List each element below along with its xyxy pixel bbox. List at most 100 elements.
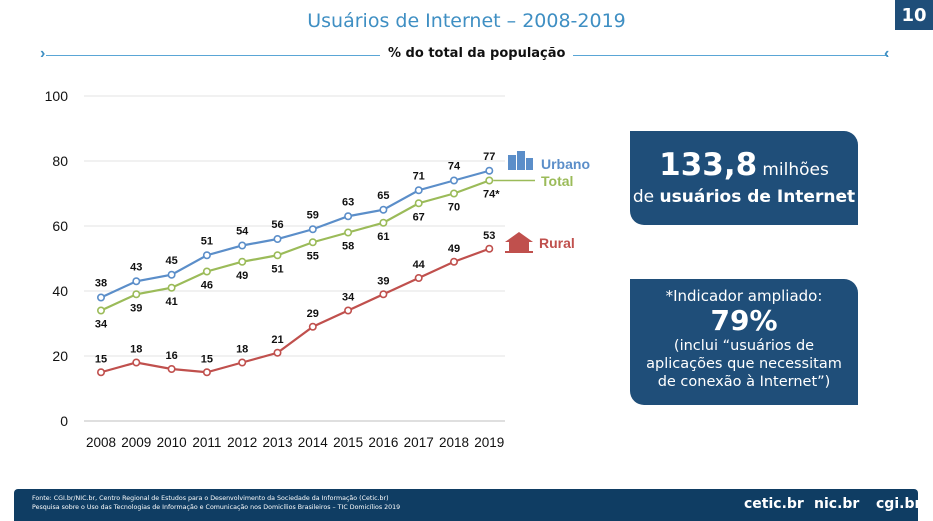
data-point-rural — [132, 358, 141, 367]
data-point-urbano — [414, 186, 423, 195]
y-tick-label: 100 — [45, 88, 69, 104]
data-point-rural — [414, 273, 423, 282]
data-point-total — [308, 238, 317, 247]
users-callout: 133,8 milhões de usuários de Internet — [630, 131, 858, 225]
data-label-rural: 39 — [377, 275, 389, 287]
data-label-urbano: 43 — [130, 261, 142, 273]
data-point-urbano — [238, 241, 247, 250]
y-tick-label: 0 — [60, 413, 68, 429]
indicator-note-1: (inclui “usuários de — [673, 338, 815, 354]
users-label: usuários de Internet — [659, 187, 856, 207]
data-label-urbano: 74 — [448, 161, 461, 173]
data-point-rural — [344, 306, 353, 315]
data-point-urbano — [273, 235, 282, 244]
data-label-urbano: 77 — [483, 151, 495, 163]
chart-subtitle: % do total da população — [380, 46, 574, 61]
x-tick-label: 2010 — [157, 435, 187, 450]
x-tick-label: 2019 — [474, 435, 504, 450]
data-point-rural — [449, 257, 458, 266]
series-line-total — [100, 179, 490, 312]
data-label-rural: 29 — [307, 308, 319, 320]
data-point-rural — [167, 364, 176, 373]
x-tick-label: 2009 — [121, 435, 151, 450]
indicator-note-3: de conexão à Internet”) — [657, 374, 831, 390]
y-tick-label: 40 — [52, 283, 68, 299]
nic-logo[interactable]: nic.br — [814, 496, 860, 512]
data-point-urbano — [485, 166, 494, 175]
chevron-right-icon: › — [40, 45, 46, 62]
indicator-callout: *Indicador ampliado: 79% (inclui “usuári… — [630, 279, 858, 405]
data-label-rural: 53 — [483, 230, 495, 242]
cgi-logo[interactable]: cgi.br — [876, 496, 922, 512]
data-point-total — [449, 189, 458, 198]
data-point-total — [238, 257, 247, 266]
data-point-urbano — [202, 251, 211, 260]
users-number: 133,8 — [659, 147, 758, 183]
users-unit: milhões — [762, 160, 829, 180]
x-tick-label: 2017 — [404, 435, 434, 450]
series-line-urbano — [100, 169, 490, 299]
data-point-urbano — [449, 176, 458, 185]
x-tick-label: 2013 — [262, 435, 292, 450]
data-point-urbano — [97, 293, 106, 302]
y-tick-label: 20 — [52, 348, 68, 364]
data-point-urbano — [132, 277, 141, 286]
cetic-logo[interactable]: cetic.br — [744, 496, 804, 512]
rural-icon — [509, 242, 529, 252]
rural-icon — [505, 232, 533, 242]
data-label-rural: 18 — [130, 344, 142, 356]
x-tick-label: 2015 — [333, 435, 363, 450]
data-label-total: 34 — [95, 319, 108, 331]
data-label-total: 55 — [307, 250, 319, 262]
urban-icon — [508, 155, 516, 170]
data-label-urbano: 71 — [413, 170, 425, 182]
data-label-urbano: 38 — [95, 278, 107, 290]
data-point-total — [379, 218, 388, 227]
legend-label-urbano: Urbano — [541, 156, 590, 172]
data-point-urbano — [379, 205, 388, 214]
data-point-total — [167, 283, 176, 292]
data-label-total: 70 — [448, 202, 460, 214]
data-label-urbano: 59 — [307, 209, 319, 221]
data-label-urbano: 63 — [342, 196, 354, 208]
data-label-urbano: 65 — [377, 190, 389, 202]
data-label-rural: 15 — [201, 353, 213, 365]
x-tick-label: 2011 — [192, 435, 221, 450]
data-point-total — [344, 228, 353, 237]
data-label-urbano: 56 — [271, 219, 283, 231]
data-point-rural — [273, 348, 282, 357]
source-line-1: Fonte: CGI.br/NIC.br, Centro Regional de… — [32, 495, 389, 502]
data-label-rural: 34 — [342, 292, 355, 304]
page-number: 10 — [895, 0, 933, 30]
data-label-total: 58 — [342, 241, 354, 253]
legend-label-total: Total — [541, 173, 573, 189]
data-label-total: 74* — [483, 189, 500, 201]
source-note: Fonte: CGI.br/NIC.br, Centro Regional de… — [32, 495, 400, 512]
data-label-rural: 49 — [448, 243, 460, 255]
legend-label-rural: Rural — [539, 235, 575, 251]
rural-icon — [505, 251, 533, 253]
data-point-total — [414, 199, 423, 208]
indicator-note-2: aplicações que necessitam — [646, 356, 842, 372]
x-tick-label: 2008 — [86, 435, 116, 450]
data-point-rural — [485, 244, 494, 253]
page-title: Usuários de Internet – 2008-2019 — [307, 10, 626, 32]
data-label-total: 49 — [236, 270, 248, 282]
footer: Fonte: CGI.br/NIC.br, Centro Regional de… — [14, 489, 922, 521]
data-label-total: 39 — [130, 302, 142, 314]
data-point-urbano — [344, 212, 353, 221]
y-tick-label: 80 — [52, 153, 68, 169]
data-label-rural: 21 — [271, 334, 283, 346]
urban-icon — [526, 158, 533, 170]
data-label-total: 61 — [377, 231, 389, 243]
data-label-urbano: 51 — [201, 235, 213, 247]
data-label-rural: 15 — [95, 353, 107, 365]
data-label-rural: 16 — [165, 350, 177, 362]
data-point-total — [97, 306, 106, 315]
data-label-total: 41 — [165, 296, 177, 308]
source-line-2: Pesquisa sobre o Uso das Tecnologias de … — [32, 503, 401, 511]
indicator-heading: *Indicador ampliado: — [665, 287, 823, 305]
indicator-percent: 79% — [710, 304, 778, 337]
data-label-total: 67 — [413, 211, 425, 223]
data-point-urbano — [308, 225, 317, 234]
